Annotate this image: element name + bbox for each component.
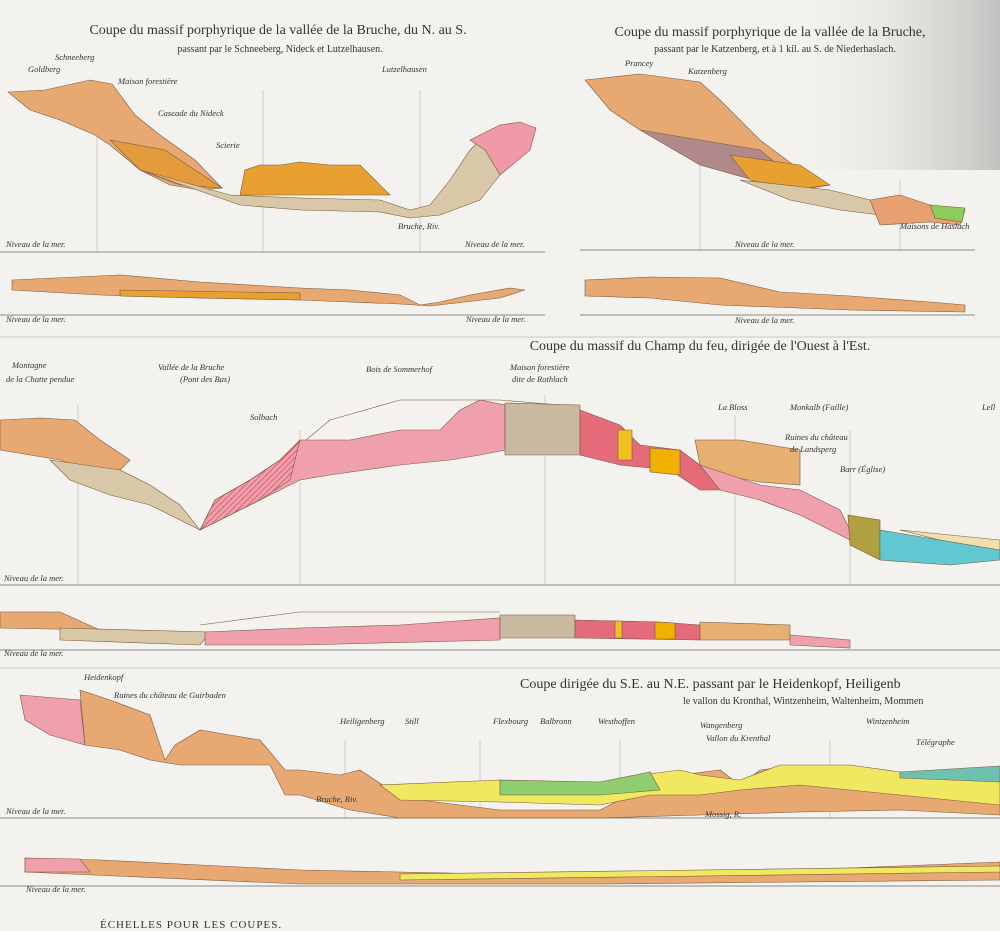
place-label: Télégraphe <box>916 737 955 747</box>
place-label: Heidenkopf <box>83 672 125 682</box>
place-label: Still <box>405 716 419 726</box>
place-label: Scierie <box>216 140 240 150</box>
section-title: Coupe dirigée du S.E. au N.E. passant pa… <box>520 677 901 692</box>
place-label: Monkalb (Faille) <box>789 402 848 412</box>
place-label: dite de Rothlach <box>512 374 568 384</box>
section-title: Coupe du massif porphyrique de la vallée… <box>89 23 466 38</box>
sea-level-label: Niveau de la mer. <box>5 314 66 324</box>
place-label: Prancey <box>624 58 654 68</box>
place-label: Montagne <box>11 360 47 370</box>
shadow <box>780 0 1000 170</box>
place-label: Mossig, R. <box>704 809 741 819</box>
place-label: Solbach <box>250 412 277 422</box>
place-label: Flexbourg <box>492 716 528 726</box>
place-label: Lell <box>981 402 996 412</box>
place-label: Wintzenheim <box>866 716 909 726</box>
sea-level-label: Niveau de la mer. <box>734 315 795 325</box>
place-label: de la Chatte pendue <box>6 374 74 384</box>
sea-level-label: Niveau de la mer. <box>5 806 66 816</box>
sea-level-label: Niveau de la mer. <box>3 648 64 658</box>
place-label: Wangenberg <box>700 720 742 730</box>
section-1-profile <box>7 79 537 307</box>
section-4-profile <box>19 689 1000 885</box>
sea-level-label: Niveau de la mer. <box>734 239 795 249</box>
sea-level-label: Niveau de la mer. <box>3 573 64 583</box>
place-label: Bruche, Riv. <box>398 221 440 231</box>
place-label: La Bloss <box>717 402 748 412</box>
place-label: de Landsperg <box>790 444 836 454</box>
place-label: Schneeberg <box>55 52 94 62</box>
sea-level-label: Niveau de la mer. <box>25 884 86 894</box>
footer: ÉCHELLES POUR LES COUPES. <box>100 919 282 931</box>
place-label: Ruines du château de Guirbaden <box>113 690 226 700</box>
place-label: Goldberg <box>28 64 60 74</box>
place-label: Balbronn <box>540 716 572 726</box>
texts: Coupe du massif porphyrique de la vallée… <box>3 23 996 931</box>
place-label: Maisons de Haslach <box>899 221 969 231</box>
place-label: Westhoffen <box>598 716 635 726</box>
place-label: Maison forestière <box>509 362 570 372</box>
place-label: Bruche, Riv. <box>316 794 358 804</box>
section-2-profile <box>584 73 966 313</box>
section-title: Coupe du massif porphyrique de la vallée… <box>614 25 925 40</box>
sea-level-label: Niveau de la mer. <box>5 239 66 249</box>
place-label: (Pont des Bas) <box>180 374 230 384</box>
section-subtitle: passant par le Katzenberg, et à 1 kil. a… <box>654 44 896 55</box>
section-3-profile <box>0 399 1000 649</box>
section-subtitle: le vallon du Kronthal, Wintzenheim, Walt… <box>683 696 923 707</box>
place-label: Maison forestière <box>117 76 178 86</box>
section-title: Coupe du massif du Champ du feu, dirigée… <box>530 339 871 354</box>
place-label: Katzenberg <box>687 66 727 76</box>
section-subtitle: passant par le Schneeberg, Nideck et Lut… <box>177 44 382 55</box>
place-label: Cascade du Nideck <box>158 108 224 118</box>
sea-level-label: Niveau de la mer. <box>465 314 526 324</box>
place-label: Ruines du château <box>784 432 848 442</box>
place-label: Vallon du Krenthal <box>706 733 771 743</box>
place-label: Vallée de la Bruche <box>158 362 225 372</box>
place-label: Lutzelhausen <box>381 64 427 74</box>
place-label: Bois de Sommerhof <box>366 364 434 374</box>
place-label: Heiligenberg <box>339 716 385 726</box>
place-label: Barr (Église) <box>840 464 885 474</box>
sea-level-label: Niveau de la mer. <box>464 239 525 249</box>
